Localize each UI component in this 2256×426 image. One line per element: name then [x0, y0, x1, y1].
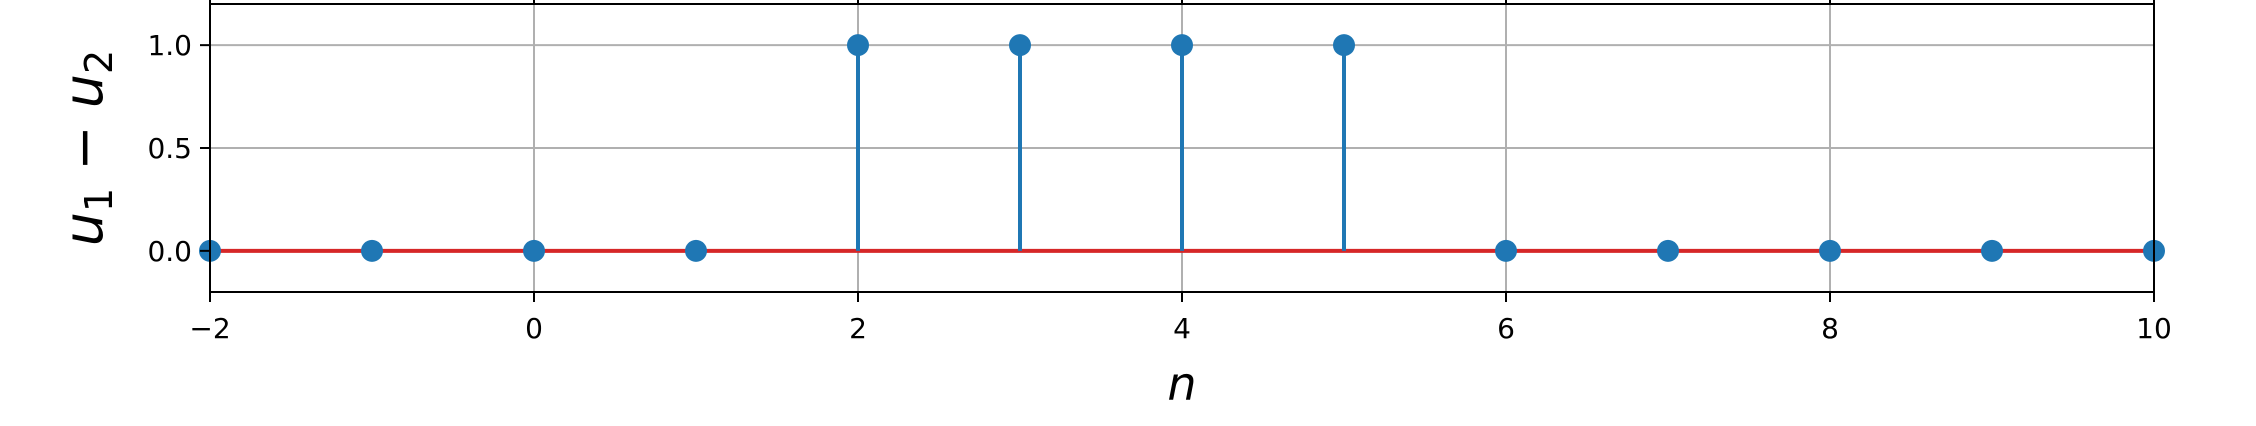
x-axis-label: n	[1167, 357, 1196, 411]
x-axis-ticks: −2 0 2 4 6 8 10	[189, 0, 2172, 345]
stem-marker	[1333, 34, 1355, 57]
y-axis-ticks: 0.0 0.5 1.0	[147, 29, 210, 268]
y-axis-label-base-1: u	[52, 212, 115, 246]
y-axis-label: u1 − u2	[52, 50, 121, 246]
y-axis-label-base-2: u	[52, 74, 115, 108]
stem-marker	[1495, 239, 1517, 262]
stem-marker	[1171, 34, 1193, 57]
stem-marker	[1009, 34, 1031, 57]
stem-marker	[1819, 239, 1841, 262]
stem-marker	[361, 239, 383, 262]
stem-marker	[685, 239, 707, 262]
stem-marker	[847, 34, 869, 57]
x-tick-label: 6	[1497, 312, 1515, 345]
x-tick-label: 2	[849, 312, 867, 345]
x-tick-label: 8	[1821, 312, 1839, 345]
stem-marker	[1981, 239, 2003, 262]
y-tick-label: 1.0	[147, 29, 192, 62]
stem-marker	[523, 239, 545, 262]
stem-marker	[1657, 239, 1679, 262]
x-tick-label: 0	[525, 312, 543, 345]
x-tick-label: 10	[2136, 312, 2172, 345]
y-axis-label-sub-1: 1	[77, 188, 121, 212]
y-axis-label-operator: −	[52, 108, 115, 188]
y-axis-label-sub-2: 2	[77, 50, 121, 74]
y-tick-label: 0.0	[147, 235, 192, 268]
y-tick-label: 0.5	[147, 132, 192, 165]
x-tick-label: −2	[189, 312, 230, 345]
x-tick-label: 4	[1173, 312, 1191, 345]
